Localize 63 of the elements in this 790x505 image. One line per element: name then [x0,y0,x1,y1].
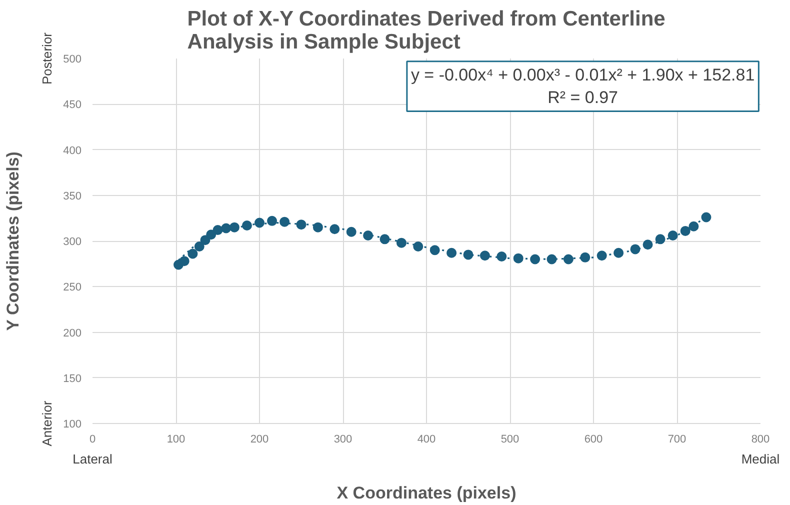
y-tick-label: 400 [63,144,82,157]
point [496,252,507,262]
point [655,234,666,244]
y-tick-label: 300 [63,236,82,248]
point [363,230,374,241]
point [546,254,557,264]
annotation: R² = 0.97 [548,88,618,108]
point [413,241,424,252]
point [254,218,264,228]
y-tick-label: 100 [63,418,82,430]
annotation: y = -0.00x⁴ + 0.00x³ - 0.01x² + 1.90x + 152.81 [410,65,755,84]
text: Posterior [40,32,54,85]
chart-title: Plot of X-Y Coordinates Derived from Centerline Analysis in Sample Subject [187,8,666,54]
point [596,250,607,261]
y-tick-label: 150 [63,372,82,385]
text: Anterior [40,400,54,446]
point [346,226,356,237]
point [267,216,278,226]
point [680,226,690,236]
point [396,238,406,248]
point [430,245,440,256]
y-tick-label: 500 [63,54,82,66]
x-axis-title: X Coordinates (pixels) [336,484,516,502]
text: Medial [741,452,780,466]
point [630,244,640,254]
x-tick-label: 500 [500,434,520,446]
point [280,216,290,227]
x-tick-label: 800 [751,434,770,446]
y-tick-label: 250 [63,282,82,294]
point [688,221,699,232]
text: Lateral [72,452,112,466]
y-axis-title: Y Coordinates (pixels) [4,152,22,331]
y-tick-label: 450 [63,99,82,112]
x-tick-label: 200 [250,434,269,446]
point [188,248,198,259]
point [229,222,240,232]
point [563,254,574,264]
y-tick-label: 350 [63,190,82,202]
point [212,225,223,236]
point [330,224,340,234]
x-tick-label: 600 [584,434,603,446]
point [513,253,524,264]
x-tick-label: 0 [89,434,96,446]
x-tick-label: 300 [334,434,352,446]
point [480,250,490,261]
point [614,248,624,258]
point [446,248,457,258]
point [312,222,323,232]
point [296,220,306,230]
x-tick-label: 700 [668,434,686,446]
point [642,240,653,250]
point [701,212,712,222]
x-tick-label: 400 [417,434,436,446]
y-tick-label: 200 [63,327,82,340]
point [242,220,252,230]
point [530,254,540,264]
point [580,252,590,262]
point [668,230,678,241]
point [463,250,474,260]
point [179,256,190,266]
point [380,234,390,244]
point [194,241,204,252]
x-tick-label: 100 [166,434,186,446]
